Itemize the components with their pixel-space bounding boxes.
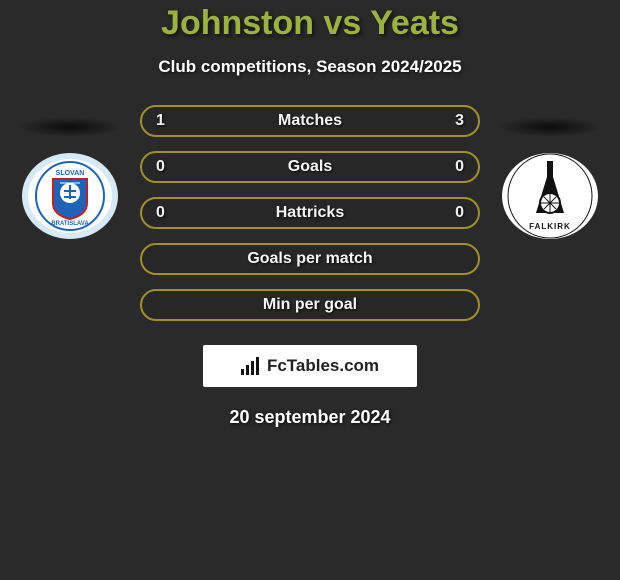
stat-label: Matches: [278, 112, 342, 130]
left-crest-column: SLOVAN BRATISLAVA: [18, 105, 122, 239]
stat-left-value: 0: [156, 158, 165, 176]
club-crest-left: SLOVAN BRATISLAVA: [22, 153, 118, 239]
player-shadow-right: [498, 117, 602, 137]
crest-text-top: SLOVAN: [56, 170, 85, 177]
stat-label: Min per goal: [263, 296, 357, 314]
stat-row-min-per-goal: Min per goal: [140, 289, 480, 321]
crest-text: FALKIRK: [529, 222, 571, 231]
bar-chart-icon: [241, 357, 259, 375]
stat-label: Hattricks: [276, 204, 344, 222]
slovan-crest-icon: SLOVAN BRATISLAVA: [35, 161, 105, 231]
stats-card: Johnston vs Yeats Club competitions, Sea…: [0, 0, 620, 428]
stat-row-matches: 1 Matches 3: [140, 105, 480, 137]
player-shadow-left: [18, 117, 122, 137]
page-title: Johnston vs Yeats: [0, 4, 620, 43]
stat-row-hattricks: 0 Hattricks 0: [140, 197, 480, 229]
stats-list: 1 Matches 3 0 Goals 0 0 Hattricks 0 Goal…: [140, 105, 480, 321]
stat-right-value: 3: [455, 112, 464, 130]
watermark-text: FcTables.com: [267, 356, 379, 376]
snapshot-date: 20 september 2024: [0, 407, 620, 428]
stat-right-value: 0: [455, 158, 464, 176]
stat-left-value: 1: [156, 112, 165, 130]
stat-row-goals-per-match: Goals per match: [140, 243, 480, 275]
main-row: SLOVAN BRATISLAVA 1 Matches 3 0 Goals 0: [0, 105, 620, 321]
right-crest-column: FALKIRK: [498, 105, 602, 239]
stat-right-value: 0: [455, 204, 464, 222]
stat-row-goals: 0 Goals 0: [140, 151, 480, 183]
season-subtitle: Club competitions, Season 2024/2025: [0, 57, 620, 77]
club-crest-right: FALKIRK: [502, 153, 598, 239]
stat-left-value: 0: [156, 204, 165, 222]
stat-label: Goals per match: [247, 250, 372, 268]
falkirk-crest-icon: FALKIRK: [507, 153, 593, 239]
fctables-watermark[interactable]: FcTables.com: [203, 345, 417, 387]
crest-text-bottom: BRATISLAVA: [51, 221, 89, 227]
stat-label: Goals: [288, 158, 332, 176]
